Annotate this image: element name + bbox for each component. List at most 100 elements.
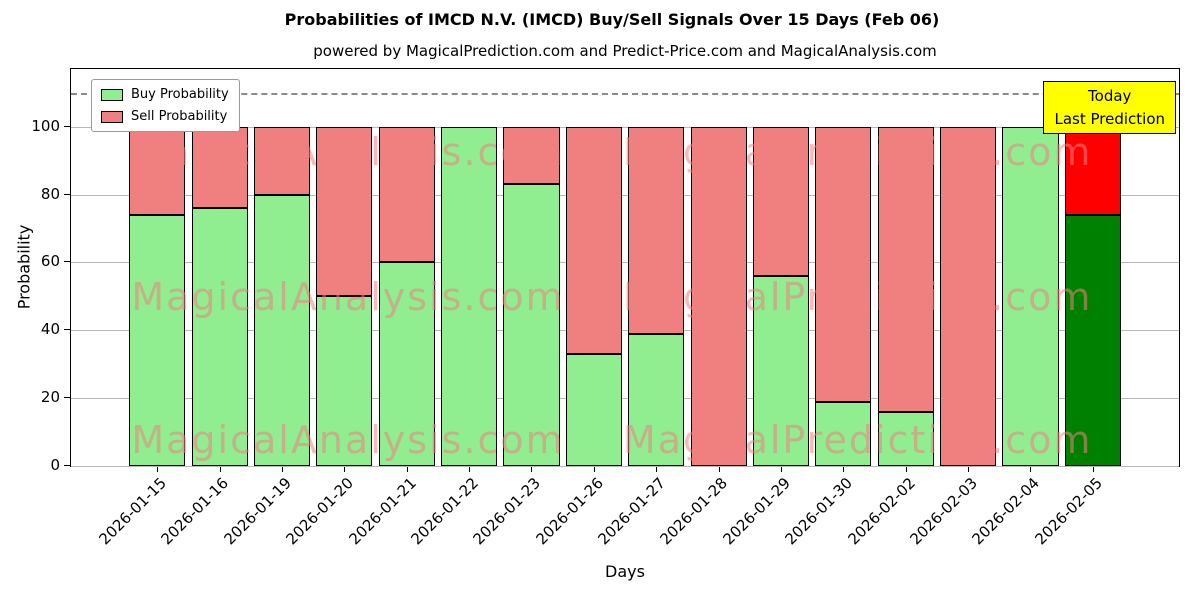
y-tick-label: 100 (31, 116, 60, 135)
sell-segment (378, 126, 435, 263)
x-tick-mark (157, 467, 159, 472)
buy-segment (191, 208, 248, 466)
watermark-text: MagicalAnalysis.com (131, 275, 565, 320)
sell-segment (752, 126, 809, 276)
sell-segment (1064, 126, 1121, 215)
x-tick-mark (718, 467, 720, 472)
gridline (71, 194, 1179, 196)
y-tick-label: 0 (50, 456, 60, 474)
y-tick-mark (64, 193, 70, 195)
legend: Buy Probability Sell Probability (91, 79, 240, 132)
stacked-bar (752, 126, 809, 466)
buy-segment (316, 296, 373, 466)
y-tick-mark (64, 329, 70, 331)
plot-area: MagicalAnalysis.com MagicalPrediction.com… (70, 68, 1180, 467)
stacked-bar (378, 126, 435, 466)
bar-slot (750, 69, 812, 466)
stacked-bar (628, 126, 685, 466)
bar-slot (625, 69, 687, 466)
buy-segment (378, 262, 435, 466)
sell-segment (815, 126, 872, 402)
bar-slot (1062, 69, 1124, 466)
x-tick-mark (1030, 467, 1032, 472)
stacked-bar (877, 126, 934, 466)
sell-segment (316, 126, 373, 297)
y-tick-mark (64, 125, 70, 127)
x-tick-mark (656, 467, 658, 472)
x-tick-mark (593, 467, 595, 472)
sell-segment (628, 126, 685, 334)
buy-probability-swatch (101, 88, 123, 101)
sell-probability-swatch (101, 110, 123, 123)
chart-title: Probabilities of IMCD N.V. (IMCD) Buy/Se… (284, 10, 940, 29)
bar-slot (438, 69, 500, 466)
sell-segment (877, 126, 934, 412)
stacked-bar (191, 126, 248, 466)
legend-item-buy: Buy Probability (101, 87, 229, 102)
legend-sell-label: Sell Probability (131, 109, 228, 124)
buy-segment (752, 275, 809, 466)
x-tick-mark (905, 467, 907, 472)
watermark-text: MagicalAnalysis.com (131, 418, 565, 463)
buy-segment (441, 126, 498, 466)
buy-segment (1002, 126, 1059, 466)
stacked-bar (940, 126, 997, 466)
buy-segment (565, 354, 622, 466)
x-tick-mark (531, 467, 533, 472)
stacked-bar (565, 126, 622, 466)
stacked-bar (253, 126, 310, 466)
watermark-text: MagicalPrediction.com (622, 275, 1093, 320)
buy-segment (253, 194, 310, 466)
x-tick-mark (843, 467, 845, 472)
bar-slot (687, 69, 749, 466)
bar-slot (812, 69, 874, 466)
watermark-text: MagicalAnalysis.com (131, 130, 565, 175)
bar-slot (313, 69, 375, 466)
bar-slot (251, 69, 313, 466)
x-tick-mark (281, 467, 283, 472)
sell-segment (503, 126, 560, 185)
gridline (71, 262, 1179, 264)
gridline (71, 466, 1179, 467)
x-tick-mark (1092, 467, 1094, 472)
y-tick-label: 60 (40, 252, 60, 271)
stacked-bar (129, 126, 186, 466)
bar-slot (126, 69, 188, 466)
legend-buy-label: Buy Probability (131, 87, 229, 102)
x-tick-mark (406, 467, 408, 472)
buy-segment (815, 401, 872, 466)
buy-segment (503, 184, 560, 466)
y-tick-mark (64, 261, 70, 263)
sell-segment (690, 126, 747, 466)
today-annotation: Today Last Prediction (1043, 81, 1176, 134)
buy-segment (129, 214, 186, 466)
stacked-bar (441, 126, 498, 466)
bars-layer (71, 69, 1179, 466)
y-tick-mark (64, 397, 70, 399)
bar-slot (563, 69, 625, 466)
x-tick-mark (344, 467, 346, 472)
y-tick-label: 80 (40, 184, 60, 203)
bar-slot (500, 69, 562, 466)
bar-slot (376, 69, 438, 466)
x-tick-mark (219, 467, 221, 472)
stacked-bar (316, 126, 373, 466)
x-tick-mark (780, 467, 782, 472)
sell-segment (940, 126, 997, 466)
buy-segment (1064, 214, 1121, 466)
stacked-bar (1064, 126, 1121, 466)
gridline (71, 330, 1179, 332)
today-annotation-line2: Last Prediction (1054, 109, 1165, 128)
watermark-text: MagicalPrediction.com (622, 418, 1093, 463)
x-tick-mark (469, 467, 471, 472)
y-tick-label: 20 (40, 388, 60, 407)
stacked-bar (690, 126, 747, 466)
dashed-threshold-line (71, 92, 1179, 95)
chart-subtitle: powered by MagicalPrediction.com and Pre… (313, 42, 937, 60)
legend-item-sell: Sell Probability (101, 109, 229, 124)
today-annotation-line1: Today (1088, 87, 1132, 105)
bar-slot (875, 69, 937, 466)
gridline (71, 398, 1179, 400)
bar-slot (999, 69, 1061, 466)
